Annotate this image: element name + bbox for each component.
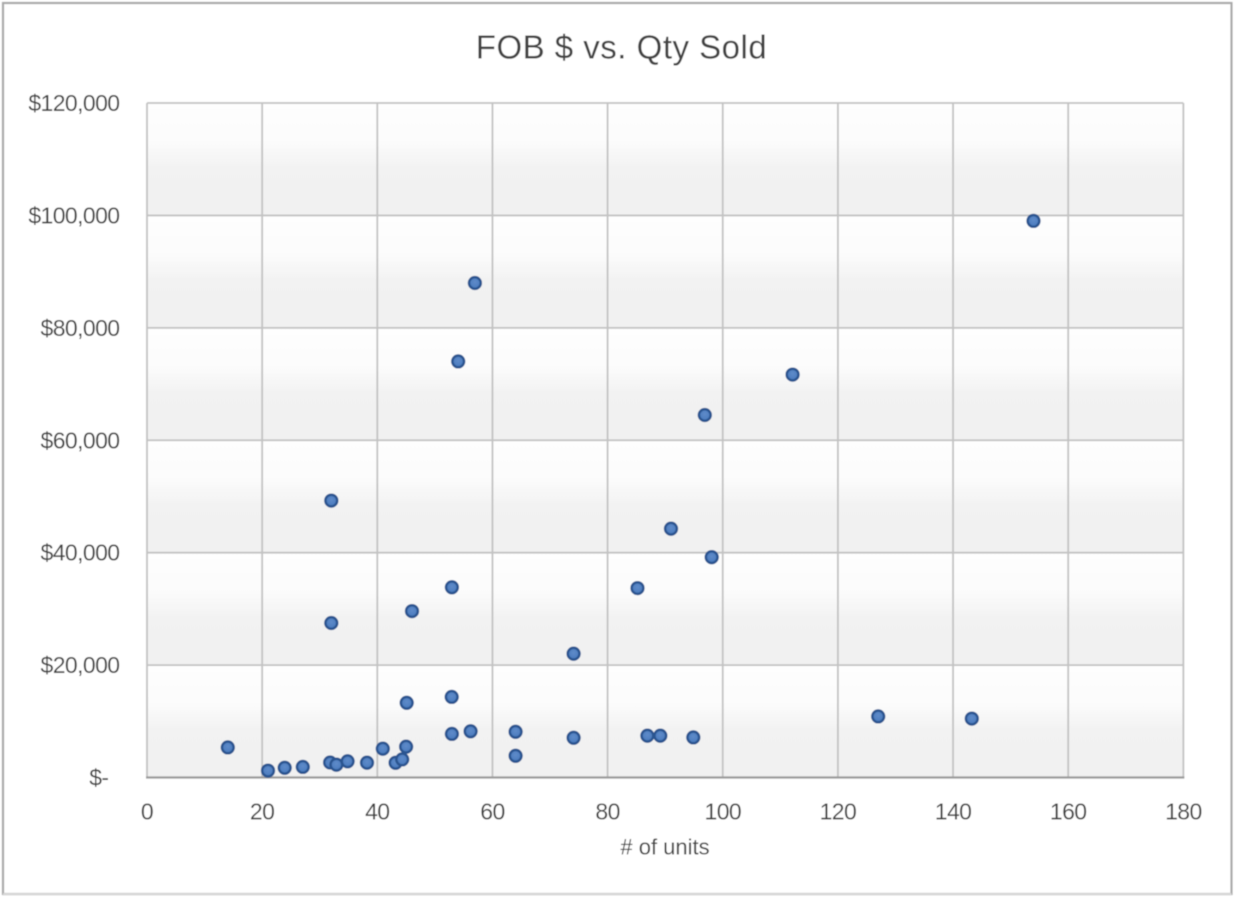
svg-text:FOB $ vs. Qty Sold: FOB $ vs. Qty Sold [476, 29, 767, 66]
svg-text:180: 180 [1165, 799, 1202, 825]
svg-text:$60,000: $60,000 [41, 427, 120, 453]
svg-text:0: 0 [141, 799, 153, 825]
svg-text:80: 80 [595, 799, 619, 825]
svg-text:$100,000: $100,000 [28, 202, 119, 228]
svg-text:160: 160 [1050, 799, 1087, 825]
svg-text:40: 40 [365, 799, 389, 825]
svg-text:60: 60 [480, 799, 504, 825]
svg-text:20: 20 [250, 799, 274, 825]
svg-text:$120,000: $120,000 [28, 90, 119, 116]
svg-text:# of units: # of units [620, 835, 709, 860]
svg-text:140: 140 [935, 799, 972, 825]
svg-text:$20,000: $20,000 [41, 652, 120, 678]
svg-text:$40,000: $40,000 [41, 540, 120, 566]
svg-text:$80,000: $80,000 [41, 315, 120, 341]
svg-text:$-: $- [89, 765, 108, 791]
svg-text:120: 120 [820, 799, 857, 825]
svg-text:100: 100 [705, 799, 742, 825]
